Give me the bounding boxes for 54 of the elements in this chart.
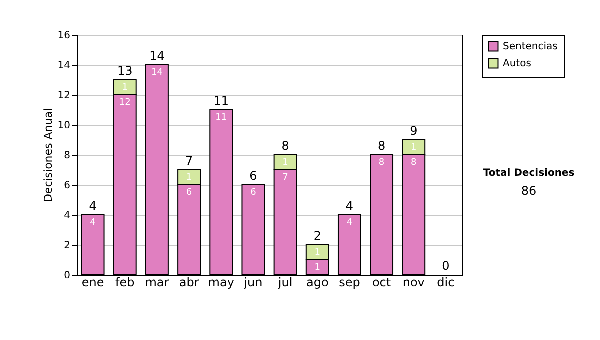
total-label: 8 (282, 139, 290, 153)
total-label: 4 (89, 199, 97, 213)
data-label: 8 (411, 158, 418, 168)
data-label: 12 (119, 98, 131, 108)
data-label: 8 (378, 158, 385, 168)
x-tick-label: ene (82, 276, 104, 290)
total-label: 2 (314, 229, 322, 243)
data-label: 6 (186, 188, 192, 198)
data-label: 1 (282, 158, 288, 168)
total-label: 8 (378, 139, 386, 153)
x-tick-label: oct (372, 276, 392, 290)
total-label: 13 (117, 64, 133, 78)
x-tick-label: nov (402, 276, 425, 290)
data-label: 1 (122, 83, 128, 93)
text: 86 (521, 184, 537, 198)
data-label: 6 (250, 188, 257, 198)
y-tick-label: 16 (58, 30, 70, 42)
y-tick-label: 0 (64, 270, 70, 282)
y-tick-label: 14 (58, 60, 70, 72)
total-label: 11 (214, 94, 230, 108)
y-tick-label: 6 (64, 180, 70, 192)
y-axis-title: Decisiones Anual (42, 108, 55, 203)
legend-label: Sentencias (503, 42, 558, 52)
total-label: 0 (442, 259, 450, 273)
x-tick-label: mar (145, 276, 170, 290)
data-label: 1 (186, 173, 192, 183)
total-label: 7 (185, 154, 194, 168)
data-label: 1 (314, 263, 320, 273)
x-tick-label: may (208, 276, 234, 290)
total-label: 6 (250, 169, 258, 183)
legend-label: Autos (503, 58, 532, 70)
total-label: 4 (346, 199, 354, 213)
data-label: 1 (411, 143, 417, 153)
data-label: 14 (151, 68, 164, 78)
x-tick-label: feb (116, 276, 135, 290)
text: Total Decisiones (483, 168, 575, 179)
data-label: 11 (216, 113, 228, 123)
data-label: 4 (90, 218, 96, 228)
total-label: 9 (410, 124, 418, 138)
data-label: 4 (346, 218, 353, 228)
x-tick-label: jun (243, 276, 263, 290)
data-label: 1 (314, 248, 320, 258)
y-tick-label: 8 (64, 150, 70, 162)
x-tick-label: abr (179, 276, 200, 290)
y-tick-label: 4 (64, 210, 70, 222)
x-tick-label: jul (277, 276, 293, 290)
y-tick-label: 12 (58, 90, 70, 102)
total-label: 14 (150, 49, 165, 63)
y-tick-label: 10 (58, 120, 70, 132)
x-tick-label: ago (306, 276, 329, 290)
y-tick-label: 2 (64, 240, 70, 252)
data-label: 7 (282, 173, 288, 183)
x-tick-label: sep (339, 276, 360, 290)
x-tick-label: dic (437, 276, 455, 290)
